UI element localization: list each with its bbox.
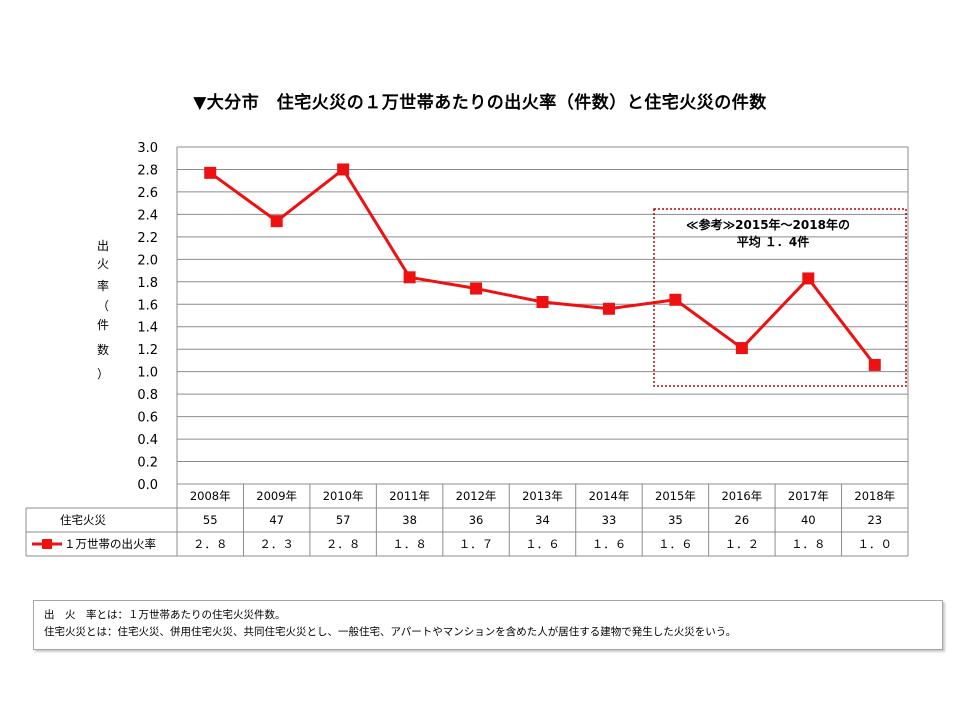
x-category-label: 2014年 — [589, 489, 630, 503]
y-tick-label: 0.2 — [137, 456, 158, 471]
row-label: 住宅火災 — [60, 513, 106, 527]
table-cell: 34 — [535, 513, 550, 527]
x-category-label: 2016年 — [721, 489, 762, 503]
x-category-label: 2011年 — [389, 489, 430, 503]
data-point — [802, 272, 815, 285]
x-category-label: 2009年 — [256, 489, 297, 503]
y-axis-label-char: 出 — [97, 239, 109, 253]
y-axis-label-char: 件 — [97, 318, 109, 332]
table-cell: 23 — [867, 513, 882, 527]
rate-series — [204, 163, 881, 371]
y-tick-label: 3.0 — [137, 141, 158, 156]
table-cell: １．６ — [525, 537, 560, 551]
data-point — [735, 342, 748, 355]
data-point — [270, 215, 283, 228]
data-point — [868, 358, 881, 371]
table-cell: ２．３ — [259, 537, 294, 551]
y-tick-label: 2.4 — [137, 208, 158, 223]
table-cell: １．７ — [459, 537, 494, 551]
table-cell: １．８ — [791, 537, 826, 551]
y-axis-label-char: 数 — [97, 342, 109, 357]
y-tick-label: 2.0 — [137, 253, 158, 268]
table-cell: 35 — [668, 513, 683, 527]
x-category-label: 2008年 — [190, 489, 231, 503]
table-cell: 55 — [203, 513, 218, 527]
y-tick-label: 1.8 — [137, 276, 158, 291]
fire-rate-chart: 0.00.20.40.60.81.01.21.41.61.82.02.22.42… — [25, 141, 909, 557]
y-axis-label-char: （ — [97, 299, 109, 313]
table-cell: １．６ — [658, 537, 693, 551]
table-cell: １．８ — [392, 537, 427, 551]
y-axis-label-char: 火 — [97, 257, 109, 271]
legend-marker — [42, 539, 52, 549]
series-line — [209, 167, 876, 366]
y-tick-label: 2.8 — [137, 163, 158, 178]
table-cell: 40 — [801, 513, 816, 527]
reference-text-1: ≪参考≫2015年～2018年の — [686, 217, 850, 232]
note-line-1: 出 火 率とは：１万世帯あたりの住宅火災件数。 — [44, 609, 286, 621]
row-label: １万世帯の出火率 — [64, 537, 156, 551]
y-tick-label: 0.8 — [137, 388, 158, 403]
data-point — [337, 163, 350, 176]
y-tick-label: 0.4 — [137, 433, 158, 448]
data-point — [536, 296, 549, 309]
table-cell: 36 — [469, 513, 484, 527]
data-point — [403, 271, 416, 284]
note-line-2: 住宅火災とは：住宅火災、併用住宅火災、共同住宅火災とし、一般住宅、アパートやマン… — [44, 626, 737, 638]
data-table: 2008年 2009年 2010年 2011年 2012年 2013年 2014年 2015年… — [25, 147, 909, 557]
table-cell: ２．８ — [193, 537, 228, 551]
y-tick-label: 1.6 — [137, 298, 158, 313]
reference-text-2: 平均 １．4件 — [737, 234, 810, 249]
data-point — [602, 302, 615, 315]
y-axis-label-char: ） — [97, 367, 109, 381]
x-category-label: 2013年 — [522, 489, 563, 503]
definition-note: 出 火 率とは：１万世帯あたりの住宅火災件数。 住宅火災とは：住宅火災、併用住宅… — [33, 600, 943, 650]
x-category-label: 2017年 — [788, 489, 829, 503]
y-tick-label: 0.0 — [137, 478, 158, 493]
y-axis-label-char: 率 — [97, 278, 109, 293]
reference-box-border — [653, 208, 907, 387]
x-category-label: 2018年 — [854, 489, 895, 503]
table-cell: 33 — [602, 513, 617, 527]
x-category-label: 2015年 — [655, 489, 696, 503]
y-tick-label: 1.2 — [137, 343, 158, 358]
table-cell: 26 — [735, 513, 750, 527]
table-cell: １．２ — [725, 537, 760, 551]
table-cell: １．６ — [592, 537, 627, 551]
y-tick-label: 2.2 — [137, 231, 158, 246]
y-tick-label: 1.4 — [137, 321, 158, 336]
x-category-label: 2012年 — [456, 489, 497, 503]
y-tick-label: 2.6 — [137, 186, 158, 201]
table-cell: 47 — [269, 513, 284, 527]
data-point — [669, 293, 682, 306]
x-category-label: 2010年 — [323, 489, 364, 503]
table-cell: １．０ — [858, 537, 893, 551]
data-point — [204, 166, 217, 179]
table-cell: ２．８ — [326, 537, 361, 551]
y-tick-label: 0.6 — [137, 411, 158, 426]
chart-title: ▼大分市 住宅火災の１万世帯あたりの出火率（件数）と住宅火災の件数 — [193, 93, 767, 113]
data-point — [470, 282, 483, 295]
reference-period-box: ≪参考≫2015年～2018年の 平均 １．4件 — [653, 208, 907, 387]
y-axis-ticks: 0.0 0.2 0.4 0.6 0.8 1.0 1.2 1.4 1.6 1.8 2.0 2.2 2.4 2… — [137, 141, 158, 493]
y-tick-label: 1.0 — [137, 366, 158, 381]
y-axis-label: 出火率 （ 件数 ） — [97, 239, 109, 381]
grid-lines — [176, 146, 908, 485]
table-cell: 57 — [336, 513, 351, 527]
table-cell: 38 — [402, 513, 417, 527]
